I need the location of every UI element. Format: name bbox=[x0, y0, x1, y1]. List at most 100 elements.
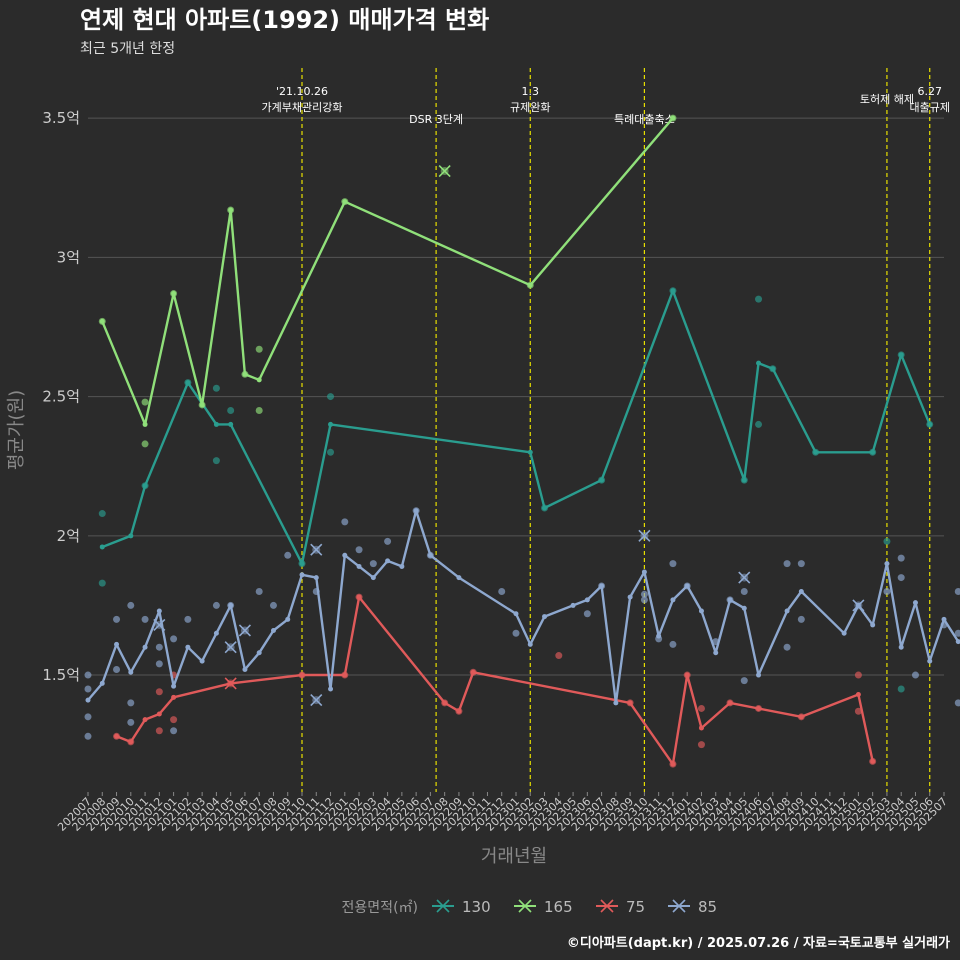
line-vertex bbox=[413, 508, 419, 514]
line-vertex bbox=[356, 563, 362, 569]
legend-item-label: 85 bbox=[698, 898, 717, 916]
line-vertex bbox=[342, 199, 348, 205]
line-vertex bbox=[599, 477, 605, 483]
data-point bbox=[897, 554, 905, 562]
line-vertex bbox=[684, 672, 690, 678]
data-point bbox=[697, 704, 705, 712]
line-vertex bbox=[442, 700, 448, 706]
line-vertex bbox=[912, 600, 918, 606]
data-point bbox=[155, 660, 163, 668]
line-vertex bbox=[399, 563, 405, 569]
line-vertex bbox=[656, 633, 662, 639]
line-vertex bbox=[756, 360, 762, 366]
line-vertex bbox=[670, 115, 676, 121]
line-vertex bbox=[770, 366, 776, 372]
y-axis-title: 평균가(원) bbox=[6, 390, 27, 470]
line-vertex bbox=[342, 672, 348, 678]
series-85 bbox=[84, 507, 960, 740]
line-vertex bbox=[727, 700, 733, 706]
data-point bbox=[583, 610, 591, 618]
line-vertex bbox=[927, 658, 933, 664]
data-point bbox=[327, 448, 335, 456]
line-vertex bbox=[584, 597, 590, 603]
data-point bbox=[113, 615, 121, 623]
line-vertex bbox=[256, 377, 262, 383]
event-annotation-text: 1.3 bbox=[522, 85, 540, 98]
line-vertex bbox=[328, 686, 334, 692]
series-130 bbox=[98, 287, 934, 693]
line-vertex bbox=[342, 552, 348, 558]
line-vertex bbox=[228, 421, 234, 427]
series-75 bbox=[113, 593, 877, 768]
data-point bbox=[740, 677, 748, 685]
data-point bbox=[897, 574, 905, 582]
line-vertex bbox=[756, 672, 762, 678]
line-vertex bbox=[171, 683, 177, 689]
line-vertex bbox=[813, 449, 819, 455]
line-vertex bbox=[698, 608, 704, 614]
line-vertex bbox=[870, 622, 876, 628]
line-vertex bbox=[713, 650, 719, 656]
y-tick-label: 3.5억 bbox=[42, 109, 80, 127]
legend-item-label: 130 bbox=[462, 898, 491, 916]
line-vertex bbox=[142, 644, 148, 650]
line-vertex bbox=[128, 533, 134, 539]
data-point bbox=[255, 407, 263, 415]
data-point bbox=[341, 518, 349, 526]
cross-point bbox=[638, 529, 651, 542]
line-vertex bbox=[599, 583, 605, 589]
line-vertex bbox=[299, 672, 305, 678]
data-point bbox=[669, 560, 677, 568]
line-vertex bbox=[156, 711, 162, 717]
data-point bbox=[797, 615, 805, 623]
data-point bbox=[84, 671, 92, 679]
data-point bbox=[170, 727, 178, 735]
line-vertex bbox=[185, 380, 191, 386]
line-vertex bbox=[641, 569, 647, 575]
data-point bbox=[255, 345, 263, 353]
data-point bbox=[555, 652, 563, 660]
data-point bbox=[640, 596, 648, 604]
event-annotation-text: 6.27 bbox=[917, 85, 942, 98]
data-point bbox=[127, 718, 135, 726]
line-vertex bbox=[171, 291, 177, 297]
line-vertex bbox=[228, 207, 234, 213]
legend: 전용면적(㎡) 130 165 75 85 bbox=[342, 898, 718, 916]
x-axis: 2020072020082020092020102020112020122021… bbox=[55, 792, 950, 834]
legend-item-label: 165 bbox=[544, 898, 573, 916]
data-point bbox=[327, 393, 335, 401]
line-vertex bbox=[627, 700, 633, 706]
line-vertex bbox=[698, 725, 704, 731]
chart-title: 연제 현대 아파트(1992) 매매가격 변화 bbox=[80, 6, 489, 34]
legend-key-cross bbox=[518, 899, 532, 913]
line-vertex bbox=[213, 421, 219, 427]
series-line bbox=[87, 509, 960, 705]
line-vertex bbox=[627, 594, 633, 600]
data-point bbox=[84, 713, 92, 721]
data-point bbox=[740, 588, 748, 596]
legend-key-cross bbox=[672, 899, 686, 913]
event-annotation-text: 가계부채관리강화 bbox=[262, 101, 343, 114]
data-point bbox=[640, 590, 648, 598]
line-vertex bbox=[955, 639, 960, 645]
line-vertex bbox=[128, 669, 134, 675]
event-annotation-text: 대출규제 bbox=[909, 101, 949, 114]
data-point bbox=[883, 537, 891, 545]
event-annotation-text: DSR 3단계 bbox=[409, 113, 463, 126]
data-point bbox=[783, 643, 791, 651]
line-vertex bbox=[527, 282, 533, 288]
data-point bbox=[170, 635, 178, 643]
y-tick-label: 2억 bbox=[57, 527, 80, 545]
data-point bbox=[155, 643, 163, 651]
data-point bbox=[84, 732, 92, 740]
line-vertex bbox=[756, 705, 762, 711]
line-vertex bbox=[385, 558, 391, 564]
line-vertex bbox=[99, 544, 105, 550]
line-vertex bbox=[313, 575, 319, 581]
data-point bbox=[227, 407, 235, 415]
data-point bbox=[141, 615, 149, 623]
line-vertex bbox=[242, 666, 248, 672]
data-point bbox=[797, 560, 805, 568]
line-vertex bbox=[270, 627, 276, 633]
line-vertex bbox=[256, 650, 262, 656]
